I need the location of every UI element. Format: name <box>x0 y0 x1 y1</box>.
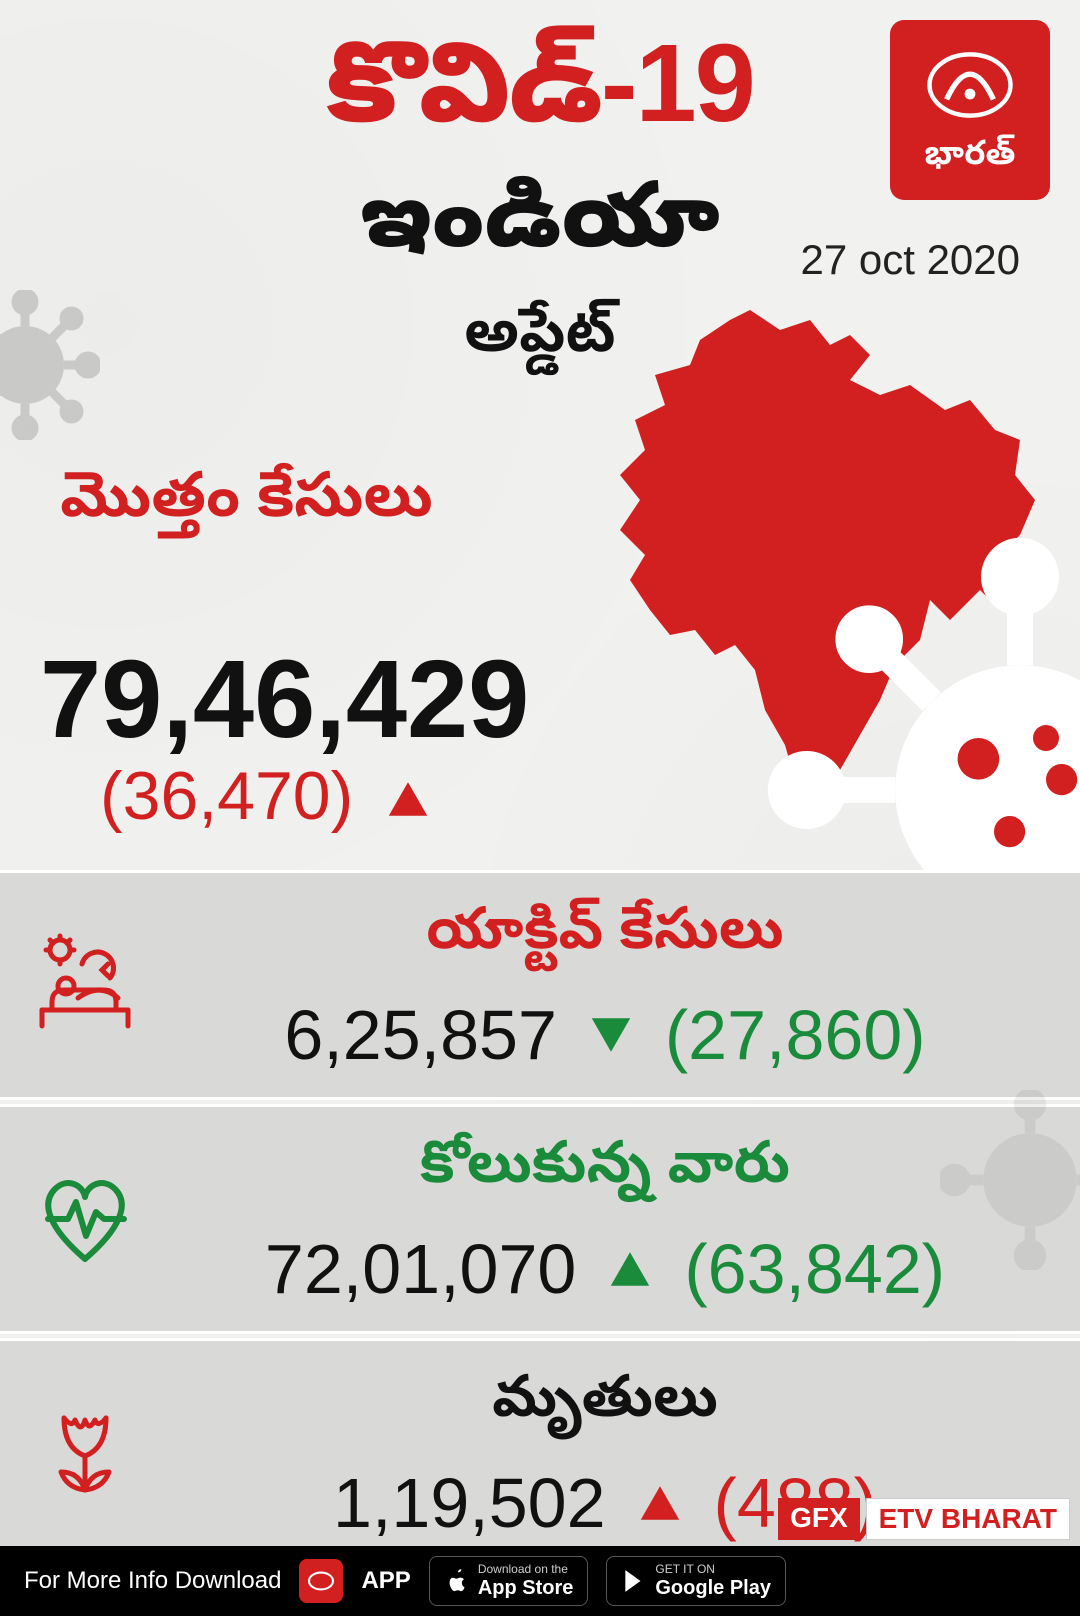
stat-value: 6,25,857 <box>284 995 556 1075</box>
date: 27 oct 2020 <box>800 236 1020 284</box>
tulip-icon <box>0 1398 170 1508</box>
arrow-up-icon <box>384 775 432 823</box>
play-icon <box>621 1568 647 1594</box>
stat-content: కోలుకున్న వారు 72,01,070 (63,842) <box>170 1129 1040 1309</box>
etv-app-icon[interactable] <box>299 1559 343 1603</box>
total-cases-label: మొత్తం కేసులు <box>60 460 529 546</box>
stat-values: 6,25,857 (27,860) <box>170 995 1040 1075</box>
bed-virus-icon <box>0 930 170 1040</box>
gfx-label: GFX <box>778 1498 860 1540</box>
virus-watermark-left <box>0 290 100 440</box>
googleplay-badge[interactable]: GET IT ONGoogle Play <box>606 1556 786 1605</box>
footer-bar: For More Info Download APP Download on t… <box>0 1546 1080 1616</box>
stat-delta: (63,842) <box>684 1229 945 1309</box>
virus-watermark-right <box>940 1090 1080 1270</box>
arrow-down-icon <box>587 1011 635 1059</box>
footer-prompt: For More Info Download <box>24 1567 281 1595</box>
play-big: Google Play <box>655 1577 771 1599</box>
stat-label: మృతులు <box>170 1363 1040 1445</box>
stat-value: 72,01,070 <box>265 1229 576 1309</box>
infographic-canvas: కొవిడ్-19 ఇండియా అప్డేట్ భారత్ 27 oct 20… <box>0 0 1080 1616</box>
total-cases-block: మొత్తం కేసులు 79,46,429 (36,470) <box>60 460 529 835</box>
appstore-small: Download on the <box>478 1563 574 1576</box>
etv-logo-glyph <box>925 40 1015 130</box>
stat-label: యాక్టివ్ కేసులు <box>170 895 1040 977</box>
india-map <box>540 300 1060 820</box>
stat-values: 72,01,070 (63,842) <box>170 1229 1040 1309</box>
appstore-big: App Store <box>478 1577 574 1599</box>
appstore-badge[interactable]: Download on theApp Store <box>429 1556 589 1605</box>
arrow-up-icon <box>636 1479 684 1527</box>
app-label: APP <box>361 1567 410 1595</box>
arrow-up-icon <box>606 1245 654 1293</box>
gfx-credit: GFX ETV BHARAT <box>778 1498 1070 1540</box>
stat-content: యాక్టివ్ కేసులు 6,25,857 (27,860) <box>170 895 1040 1075</box>
brand-label: ETV BHARAT <box>866 1498 1070 1540</box>
stat-band-0: యాక్టివ్ కేసులు 6,25,857 (27,860) <box>0 870 1080 1100</box>
heart-pulse-icon <box>0 1164 170 1274</box>
play-small: GET IT ON <box>655 1563 771 1576</box>
stat-label: కోలుకున్న వారు <box>170 1129 1040 1211</box>
apple-icon <box>444 1568 470 1594</box>
stat-delta: (27,860) <box>665 995 926 1075</box>
total-cases-value: 79,46,429 <box>40 636 529 763</box>
stat-band-1: కోలుకున్న వారు 72,01,070 (63,842) <box>0 1104 1080 1334</box>
etv-bharat-logo: భారత్ <box>890 20 1050 200</box>
total-delta-text: (36,470) <box>100 758 353 834</box>
logo-text: భారత్ <box>925 134 1016 181</box>
stat-value: 1,19,502 <box>333 1463 605 1543</box>
total-cases-delta: (36,470) <box>100 757 529 835</box>
